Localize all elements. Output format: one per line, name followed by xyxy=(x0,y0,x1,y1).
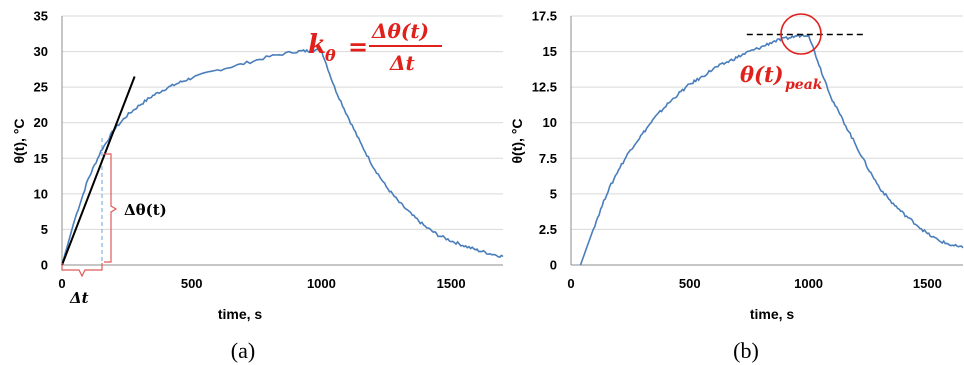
slope-equals: = xyxy=(348,32,368,61)
delta-theta-label: Δθ(t) xyxy=(124,201,167,219)
y-tick-label: 0 xyxy=(550,258,557,273)
slope-k: k xyxy=(308,30,326,60)
tangent-line xyxy=(61,76,136,266)
y-tick-labels: 0 5 10 15 20 25 30 35 xyxy=(34,9,48,273)
x-tick-label: 1500 xyxy=(913,276,942,291)
y-tick-label: 7.5 xyxy=(539,151,557,166)
panel-label-a: (a) xyxy=(231,338,255,363)
slope-numerator: Δθ(t) xyxy=(371,19,429,43)
x-tick-label: 1000 xyxy=(794,276,823,291)
x-tick-label: 1000 xyxy=(307,276,336,291)
x-tick-label: 0 xyxy=(567,276,574,291)
x-tick-labels: 0 500 1000 1500 xyxy=(567,276,941,291)
delta-t-bracket xyxy=(61,263,103,278)
x-tick-labels: 0 500 1000 1500 xyxy=(58,276,465,291)
delta-theta-bracket xyxy=(104,153,118,263)
y-tick-label: 5 xyxy=(41,222,48,237)
y-tick-label: 15 xyxy=(34,151,48,166)
chart-panel-b: 0 2.5 5 7.5 10 12.5 15 17.5 0 500 1000 1500 θ(t) p… xyxy=(509,9,964,363)
y-tick-label: 15 xyxy=(543,44,557,59)
series-line xyxy=(61,48,504,266)
delta-t-label: Δt xyxy=(69,289,89,307)
y-tick-label: 30 xyxy=(34,44,48,59)
peak-highlight-circle xyxy=(780,13,822,55)
peak-label: θ(t) xyxy=(740,62,784,87)
y-tick-label: 10 xyxy=(543,115,557,130)
y-axis-title: θ(t), °C xyxy=(11,118,27,163)
y-tick-label: 12.5 xyxy=(532,80,557,95)
y-tick-label: 20 xyxy=(34,115,48,130)
x-axis-title: time, s xyxy=(750,306,795,322)
y-tick-label: 10 xyxy=(34,186,48,201)
y-tick-label: 25 xyxy=(34,80,48,95)
y-tick-label: 2.5 xyxy=(539,222,557,237)
y-tick-labels: 0 2.5 5 7.5 10 12.5 15 17.5 xyxy=(532,9,557,273)
chart-panel-a: 0 5 10 15 20 25 30 35 0 500 1000 1500 Δθ(t) Δt k θ… xyxy=(11,9,504,363)
panel-label-b: (b) xyxy=(733,338,759,363)
y-gridlines xyxy=(62,15,503,230)
series-line xyxy=(579,33,964,266)
slope-subscript: θ xyxy=(325,46,336,65)
y-tick-label: 5 xyxy=(550,186,557,201)
y-gridlines xyxy=(571,15,963,230)
y-tick-label: 35 xyxy=(34,9,48,24)
x-axis-title: time, s xyxy=(218,306,263,322)
y-tick-label: 0 xyxy=(41,258,48,273)
x-tick-label: 500 xyxy=(181,276,203,291)
peak-subscript: peak xyxy=(785,77,823,93)
x-tick-label: 1500 xyxy=(437,276,466,291)
x-tick-label: 500 xyxy=(679,276,701,291)
y-axis-title: θ(t), °C xyxy=(509,118,525,163)
x-tick-label: 0 xyxy=(58,276,65,291)
slope-denominator: Δt xyxy=(389,51,416,75)
y-tick-label: 17.5 xyxy=(532,9,557,24)
